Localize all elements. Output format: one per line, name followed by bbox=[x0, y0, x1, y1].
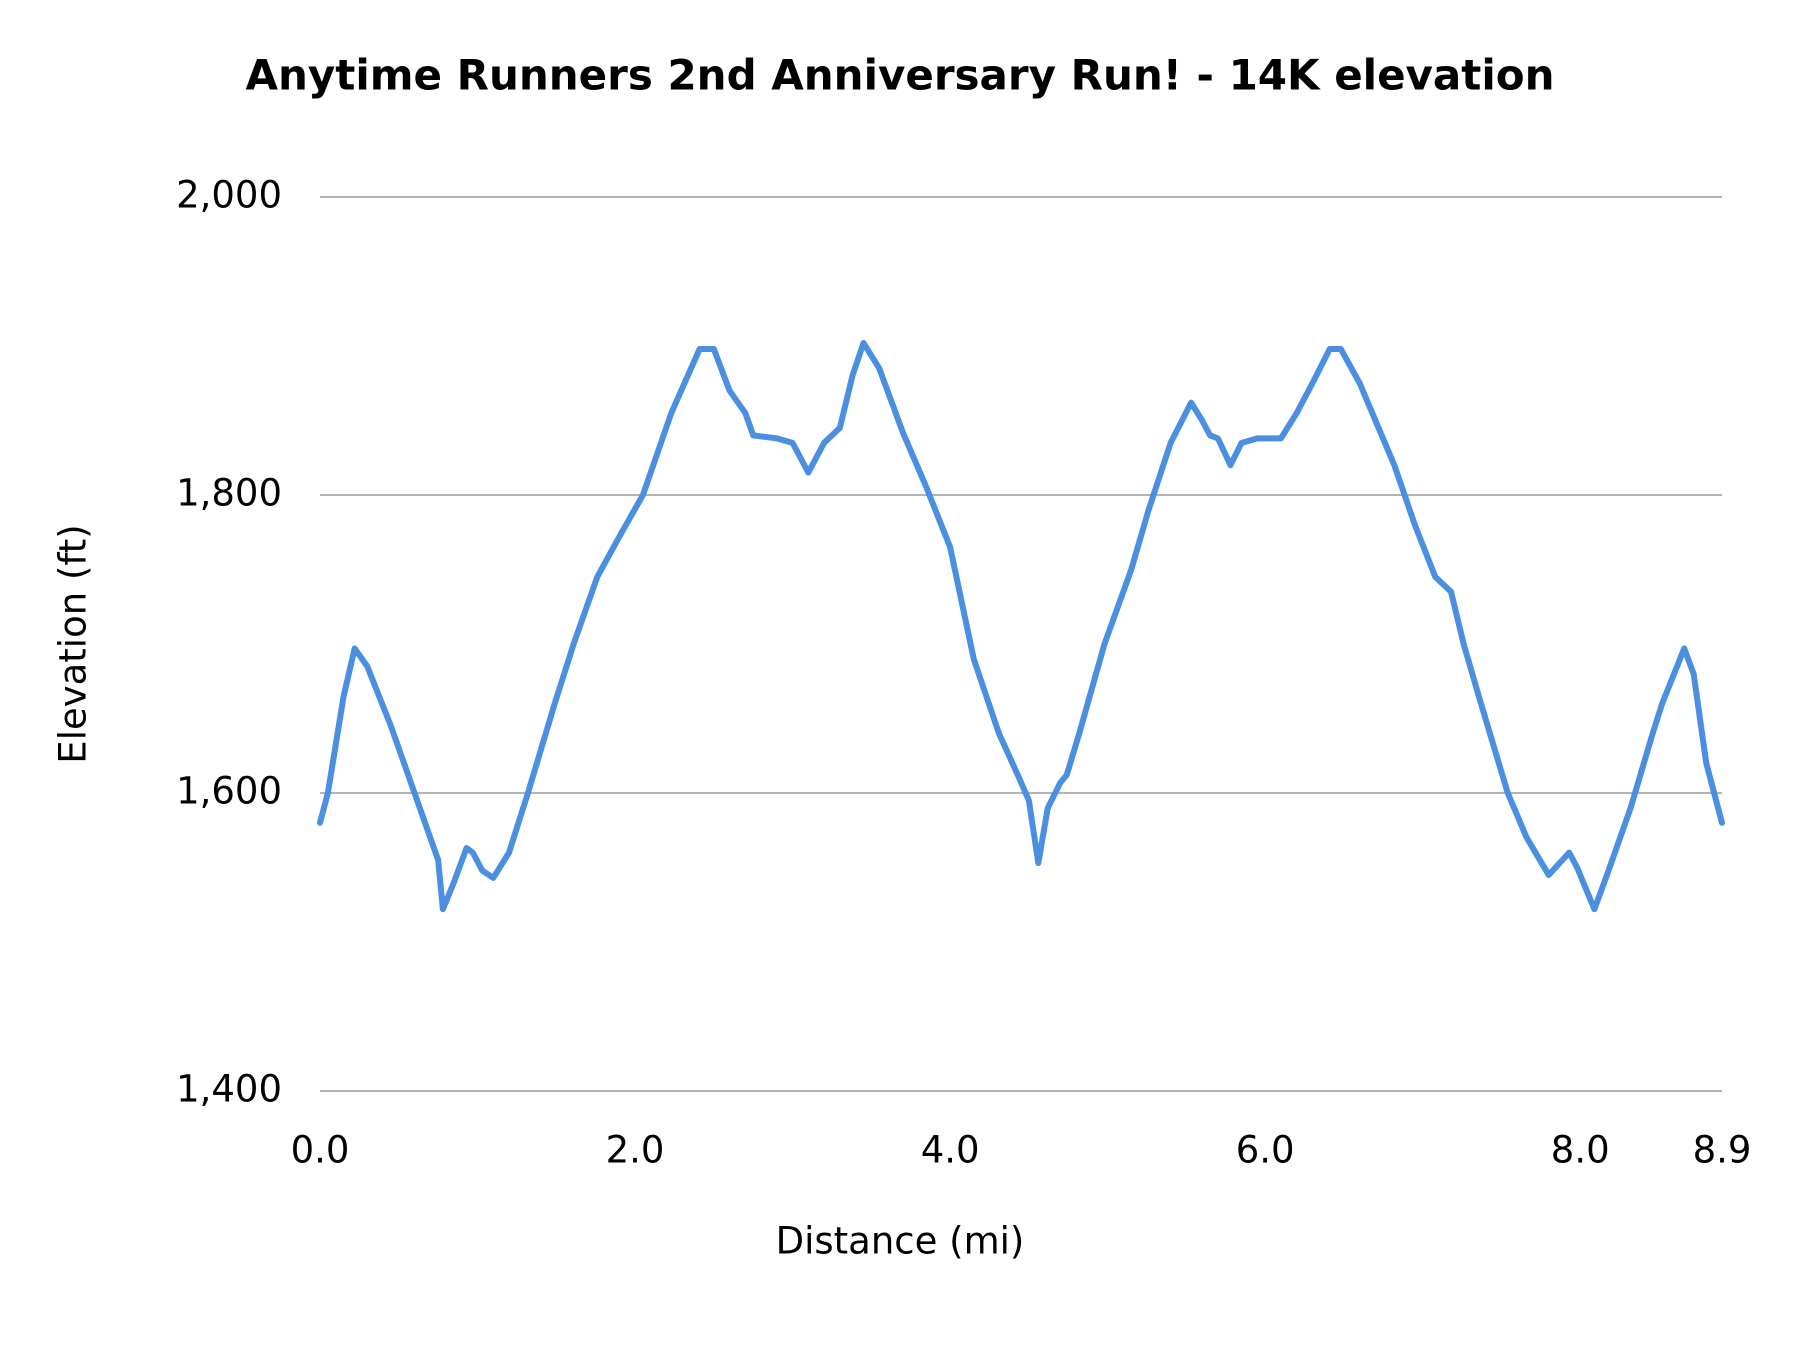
y-tick-label: 1,600 bbox=[176, 770, 282, 813]
x-tick-label: 6.0 bbox=[1236, 1129, 1295, 1172]
y-tick-label: 1,800 bbox=[176, 472, 282, 515]
y-tick-label: 1,400 bbox=[176, 1068, 282, 1111]
x-tick-label: 4.0 bbox=[921, 1129, 980, 1172]
x-tick-label: 8.0 bbox=[1551, 1129, 1610, 1172]
x-tick-label: 2.0 bbox=[606, 1129, 665, 1172]
chart-title: Anytime Runners 2nd Anniversary Run! - 1… bbox=[245, 51, 1554, 100]
x-axis-label: Distance (mi) bbox=[776, 1220, 1025, 1263]
x-tick-label: 0.0 bbox=[291, 1129, 350, 1172]
elevation-line bbox=[317, 340, 1725, 913]
y-tick-label: 2,000 bbox=[176, 174, 282, 217]
x-tick-label: 8.9 bbox=[1693, 1129, 1752, 1172]
y-axis-label: Elevation (ft) bbox=[52, 524, 95, 763]
